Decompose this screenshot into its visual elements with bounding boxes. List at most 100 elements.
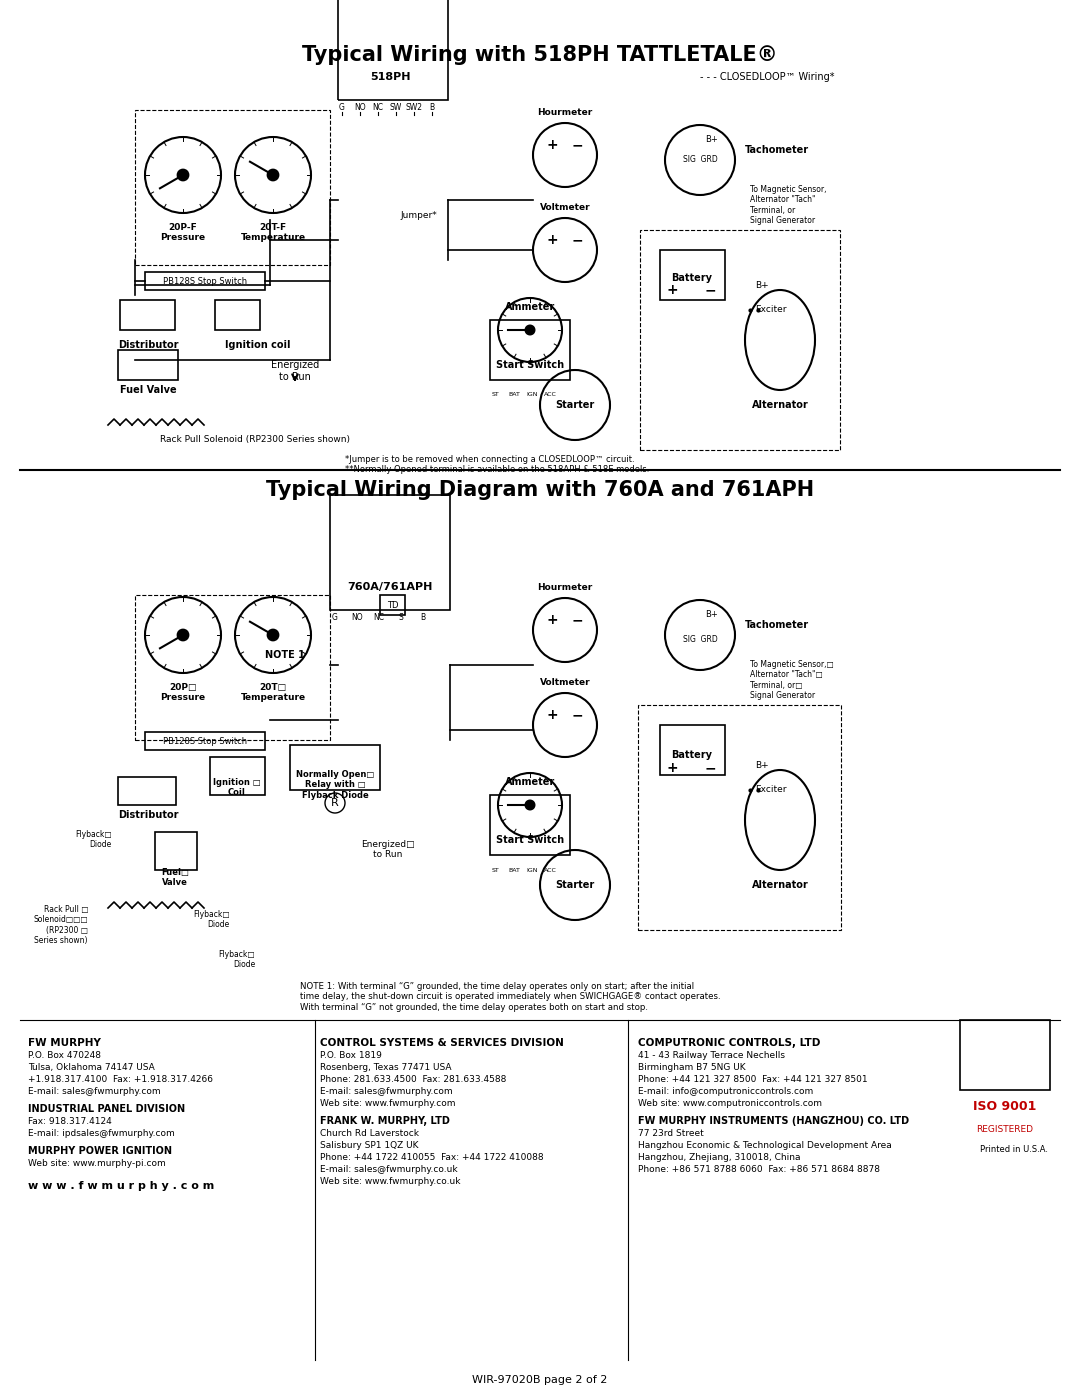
Text: w w w . f w m u r p h y . c o m: w w w . f w m u r p h y . c o m xyxy=(28,1180,214,1192)
Text: P.O. Box 1819: P.O. Box 1819 xyxy=(320,1051,382,1060)
Text: BAT: BAT xyxy=(508,393,519,398)
Bar xyxy=(210,757,265,795)
Text: CONTROL SYSTEMS & SERVICES DIVISION: CONTROL SYSTEMS & SERVICES DIVISION xyxy=(320,1038,564,1048)
Bar xyxy=(145,272,265,291)
Text: Distributor: Distributor xyxy=(118,339,178,351)
Text: Temperature: Temperature xyxy=(241,693,306,703)
Text: BAT: BAT xyxy=(508,868,519,873)
Text: SIG  GRD: SIG GRD xyxy=(683,155,717,165)
Text: NO: NO xyxy=(354,102,366,112)
Text: REGISTERED: REGISTERED xyxy=(976,1125,1034,1134)
Circle shape xyxy=(268,169,279,180)
Text: +1.918.317.4100  Fax: +1.918.317.4266: +1.918.317.4100 Fax: +1.918.317.4266 xyxy=(28,1076,213,1084)
Text: ACC: ACC xyxy=(543,393,556,398)
Text: *Jumper is to be removed when connecting a CLOSEDLOOP™ circuit.
**Normally Opene: *Jumper is to be removed when connecting… xyxy=(345,455,649,475)
Text: IGN: IGN xyxy=(526,393,538,398)
Bar xyxy=(291,745,380,789)
Text: To Magnetic Sensor,□
Alternator "Tach"□
Terminal, or□
Signal Generator: To Magnetic Sensor,□ Alternator "Tach"□ … xyxy=(750,659,834,700)
Text: Fuel Valve: Fuel Valve xyxy=(120,386,176,395)
Text: B+: B+ xyxy=(755,760,769,770)
Bar xyxy=(960,1020,1050,1090)
Text: NC: NC xyxy=(374,612,384,622)
Text: +: + xyxy=(546,708,558,722)
Text: 518PH: 518PH xyxy=(369,73,410,82)
Text: Phone: +44 1722 410055  Fax: +44 1722 410088: Phone: +44 1722 410055 Fax: +44 1722 410… xyxy=(320,1153,543,1162)
Text: +: + xyxy=(666,761,678,775)
Bar xyxy=(118,777,176,805)
Text: Rack Pull □
Solenoid□□□
(RP2300 □
Series shown): Rack Pull □ Solenoid□□□ (RP2300 □ Series… xyxy=(33,905,87,946)
Text: Fax: 918.317.4124: Fax: 918.317.4124 xyxy=(28,1118,111,1126)
Text: B+: B+ xyxy=(705,610,718,619)
Text: −: − xyxy=(572,233,583,247)
Text: Ignition coil: Ignition coil xyxy=(225,339,291,351)
Text: Fuel□
Valve: Fuel□ Valve xyxy=(161,868,189,887)
Text: R: R xyxy=(332,798,339,807)
Text: Alternator: Alternator xyxy=(752,880,808,890)
Text: MURPHY POWER IGNITION: MURPHY POWER IGNITION xyxy=(28,1146,172,1155)
Text: WIR-97020B page 2 of 2: WIR-97020B page 2 of 2 xyxy=(472,1375,608,1384)
Text: FW MURPHY: FW MURPHY xyxy=(28,1038,100,1048)
Bar xyxy=(156,833,197,870)
Text: Exciter: Exciter xyxy=(755,306,786,314)
Text: −: − xyxy=(572,708,583,722)
Text: 20T□: 20T□ xyxy=(259,683,286,692)
Text: - - - CLOSEDLOOP™ Wiring*: - - - CLOSEDLOOP™ Wiring* xyxy=(700,73,835,82)
Text: Pressure: Pressure xyxy=(161,693,205,703)
Text: E-mail: sales@fwmurphy.com: E-mail: sales@fwmurphy.com xyxy=(320,1087,453,1097)
Text: Phone: 281.633.4500  Fax: 281.633.4588: Phone: 281.633.4500 Fax: 281.633.4588 xyxy=(320,1076,507,1084)
Text: Exciter: Exciter xyxy=(755,785,786,795)
Bar xyxy=(135,595,330,740)
Bar xyxy=(490,320,570,380)
Text: 41 - 43 Railway Terrace Nechells: 41 - 43 Railway Terrace Nechells xyxy=(638,1051,785,1060)
Text: ST: ST xyxy=(492,868,500,873)
Bar xyxy=(118,351,178,380)
Text: Voltmeter: Voltmeter xyxy=(540,203,591,212)
Text: B: B xyxy=(430,102,434,112)
Text: Web site: www.murphy-pi.com: Web site: www.murphy-pi.com xyxy=(28,1160,165,1168)
Text: Rosenberg, Texas 77471 USA: Rosenberg, Texas 77471 USA xyxy=(320,1063,451,1071)
Text: Salisbury SP1 1QZ UK: Salisbury SP1 1QZ UK xyxy=(320,1141,419,1150)
Circle shape xyxy=(525,800,535,810)
Text: Start Switch: Start Switch xyxy=(496,360,564,370)
Text: Hourmeter: Hourmeter xyxy=(538,108,593,117)
Text: E-mail: info@computroniccontrols.com: E-mail: info@computroniccontrols.com xyxy=(638,1087,813,1097)
Text: Ammeter: Ammeter xyxy=(504,302,555,312)
Text: ACC: ACC xyxy=(543,868,556,873)
Text: B+: B+ xyxy=(755,281,769,289)
Text: INDUSTRIAL PANEL DIVISION: INDUSTRIAL PANEL DIVISION xyxy=(28,1104,185,1113)
Text: −: − xyxy=(704,284,716,298)
Text: +: + xyxy=(546,613,558,627)
Text: E-mail: sales@fwmurphy.com: E-mail: sales@fwmurphy.com xyxy=(28,1087,161,1097)
Text: Church Rd Laverstock: Church Rd Laverstock xyxy=(320,1129,419,1139)
Text: 20P□: 20P□ xyxy=(170,683,197,692)
Text: NO: NO xyxy=(351,612,363,622)
Text: TD: TD xyxy=(387,601,399,609)
Text: Tachometer: Tachometer xyxy=(745,620,809,630)
Bar xyxy=(338,0,448,101)
Text: FRANK W. MURPHY, LTD: FRANK W. MURPHY, LTD xyxy=(320,1116,450,1126)
Text: Hangzhou Economic & Technological Development Area: Hangzhou Economic & Technological Develo… xyxy=(638,1141,892,1150)
Text: −: − xyxy=(572,613,583,627)
Text: NOTE 1: NOTE 1 xyxy=(265,650,305,659)
Text: −: − xyxy=(572,138,583,152)
Text: Start Switch: Start Switch xyxy=(496,835,564,845)
Text: Printed in U.S.A.: Printed in U.S.A. xyxy=(980,1146,1048,1154)
Text: NOTE 1: With terminal “G” grounded, the time delay operates only on start; after: NOTE 1: With terminal “G” grounded, the … xyxy=(300,982,720,1011)
Bar xyxy=(380,595,405,615)
Text: ST: ST xyxy=(492,393,500,398)
Text: +: + xyxy=(546,138,558,152)
Text: COMPUTRONIC CONTROLS, LTD: COMPUTRONIC CONTROLS, LTD xyxy=(638,1038,821,1048)
Text: To Magnetic Sensor,
Alternator "Tach"
Terminal, or
Signal Generator: To Magnetic Sensor, Alternator "Tach" Te… xyxy=(750,184,826,225)
Text: Flyback□
Diode: Flyback□ Diode xyxy=(76,830,112,849)
Text: PB128S Stop Switch: PB128S Stop Switch xyxy=(163,277,247,285)
Text: NC: NC xyxy=(373,102,383,112)
Text: S: S xyxy=(399,612,403,622)
Circle shape xyxy=(177,629,189,641)
Text: +: + xyxy=(666,284,678,298)
Text: Typical Wiring Diagram with 760A and 761APH: Typical Wiring Diagram with 760A and 761… xyxy=(266,481,814,500)
Bar xyxy=(660,725,725,775)
Text: −: − xyxy=(704,761,716,775)
Text: Alternator: Alternator xyxy=(752,400,808,409)
Bar xyxy=(660,250,725,300)
Circle shape xyxy=(525,326,535,335)
